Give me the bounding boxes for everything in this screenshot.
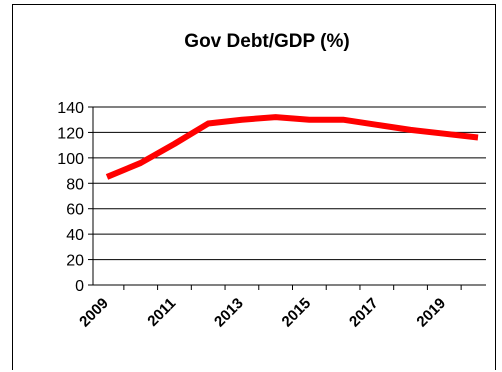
y-tick-labels: 0 20 40 60 80 100 120 140 xyxy=(57,100,84,295)
y-tick-label: 40 xyxy=(66,227,84,244)
x-tick-label: 2013 xyxy=(211,295,247,331)
x-tick-label: 2017 xyxy=(346,295,382,331)
y-tick-label: 0 xyxy=(75,278,84,295)
chart-title: Gov Debt/GDP (%) xyxy=(184,31,349,52)
y-tick-label: 120 xyxy=(57,125,84,142)
series-line xyxy=(105,114,479,180)
x-tick-label: 2019 xyxy=(413,295,449,331)
x-tick-label: 2009 xyxy=(76,295,112,331)
series-layer xyxy=(105,114,479,180)
y-tick-label: 80 xyxy=(66,176,84,193)
y-tick-label: 60 xyxy=(66,202,84,219)
x-tick-label: 2015 xyxy=(279,295,315,331)
axes xyxy=(88,106,486,290)
x-tick-label: 2011 xyxy=(144,295,179,330)
y-tick-label: 100 xyxy=(57,151,84,168)
x-tick-labels: 2009 2011 2013 2015 2017 2019 xyxy=(76,295,449,331)
y-tick-label: 20 xyxy=(66,253,84,270)
y-tick-label: 140 xyxy=(57,100,84,117)
